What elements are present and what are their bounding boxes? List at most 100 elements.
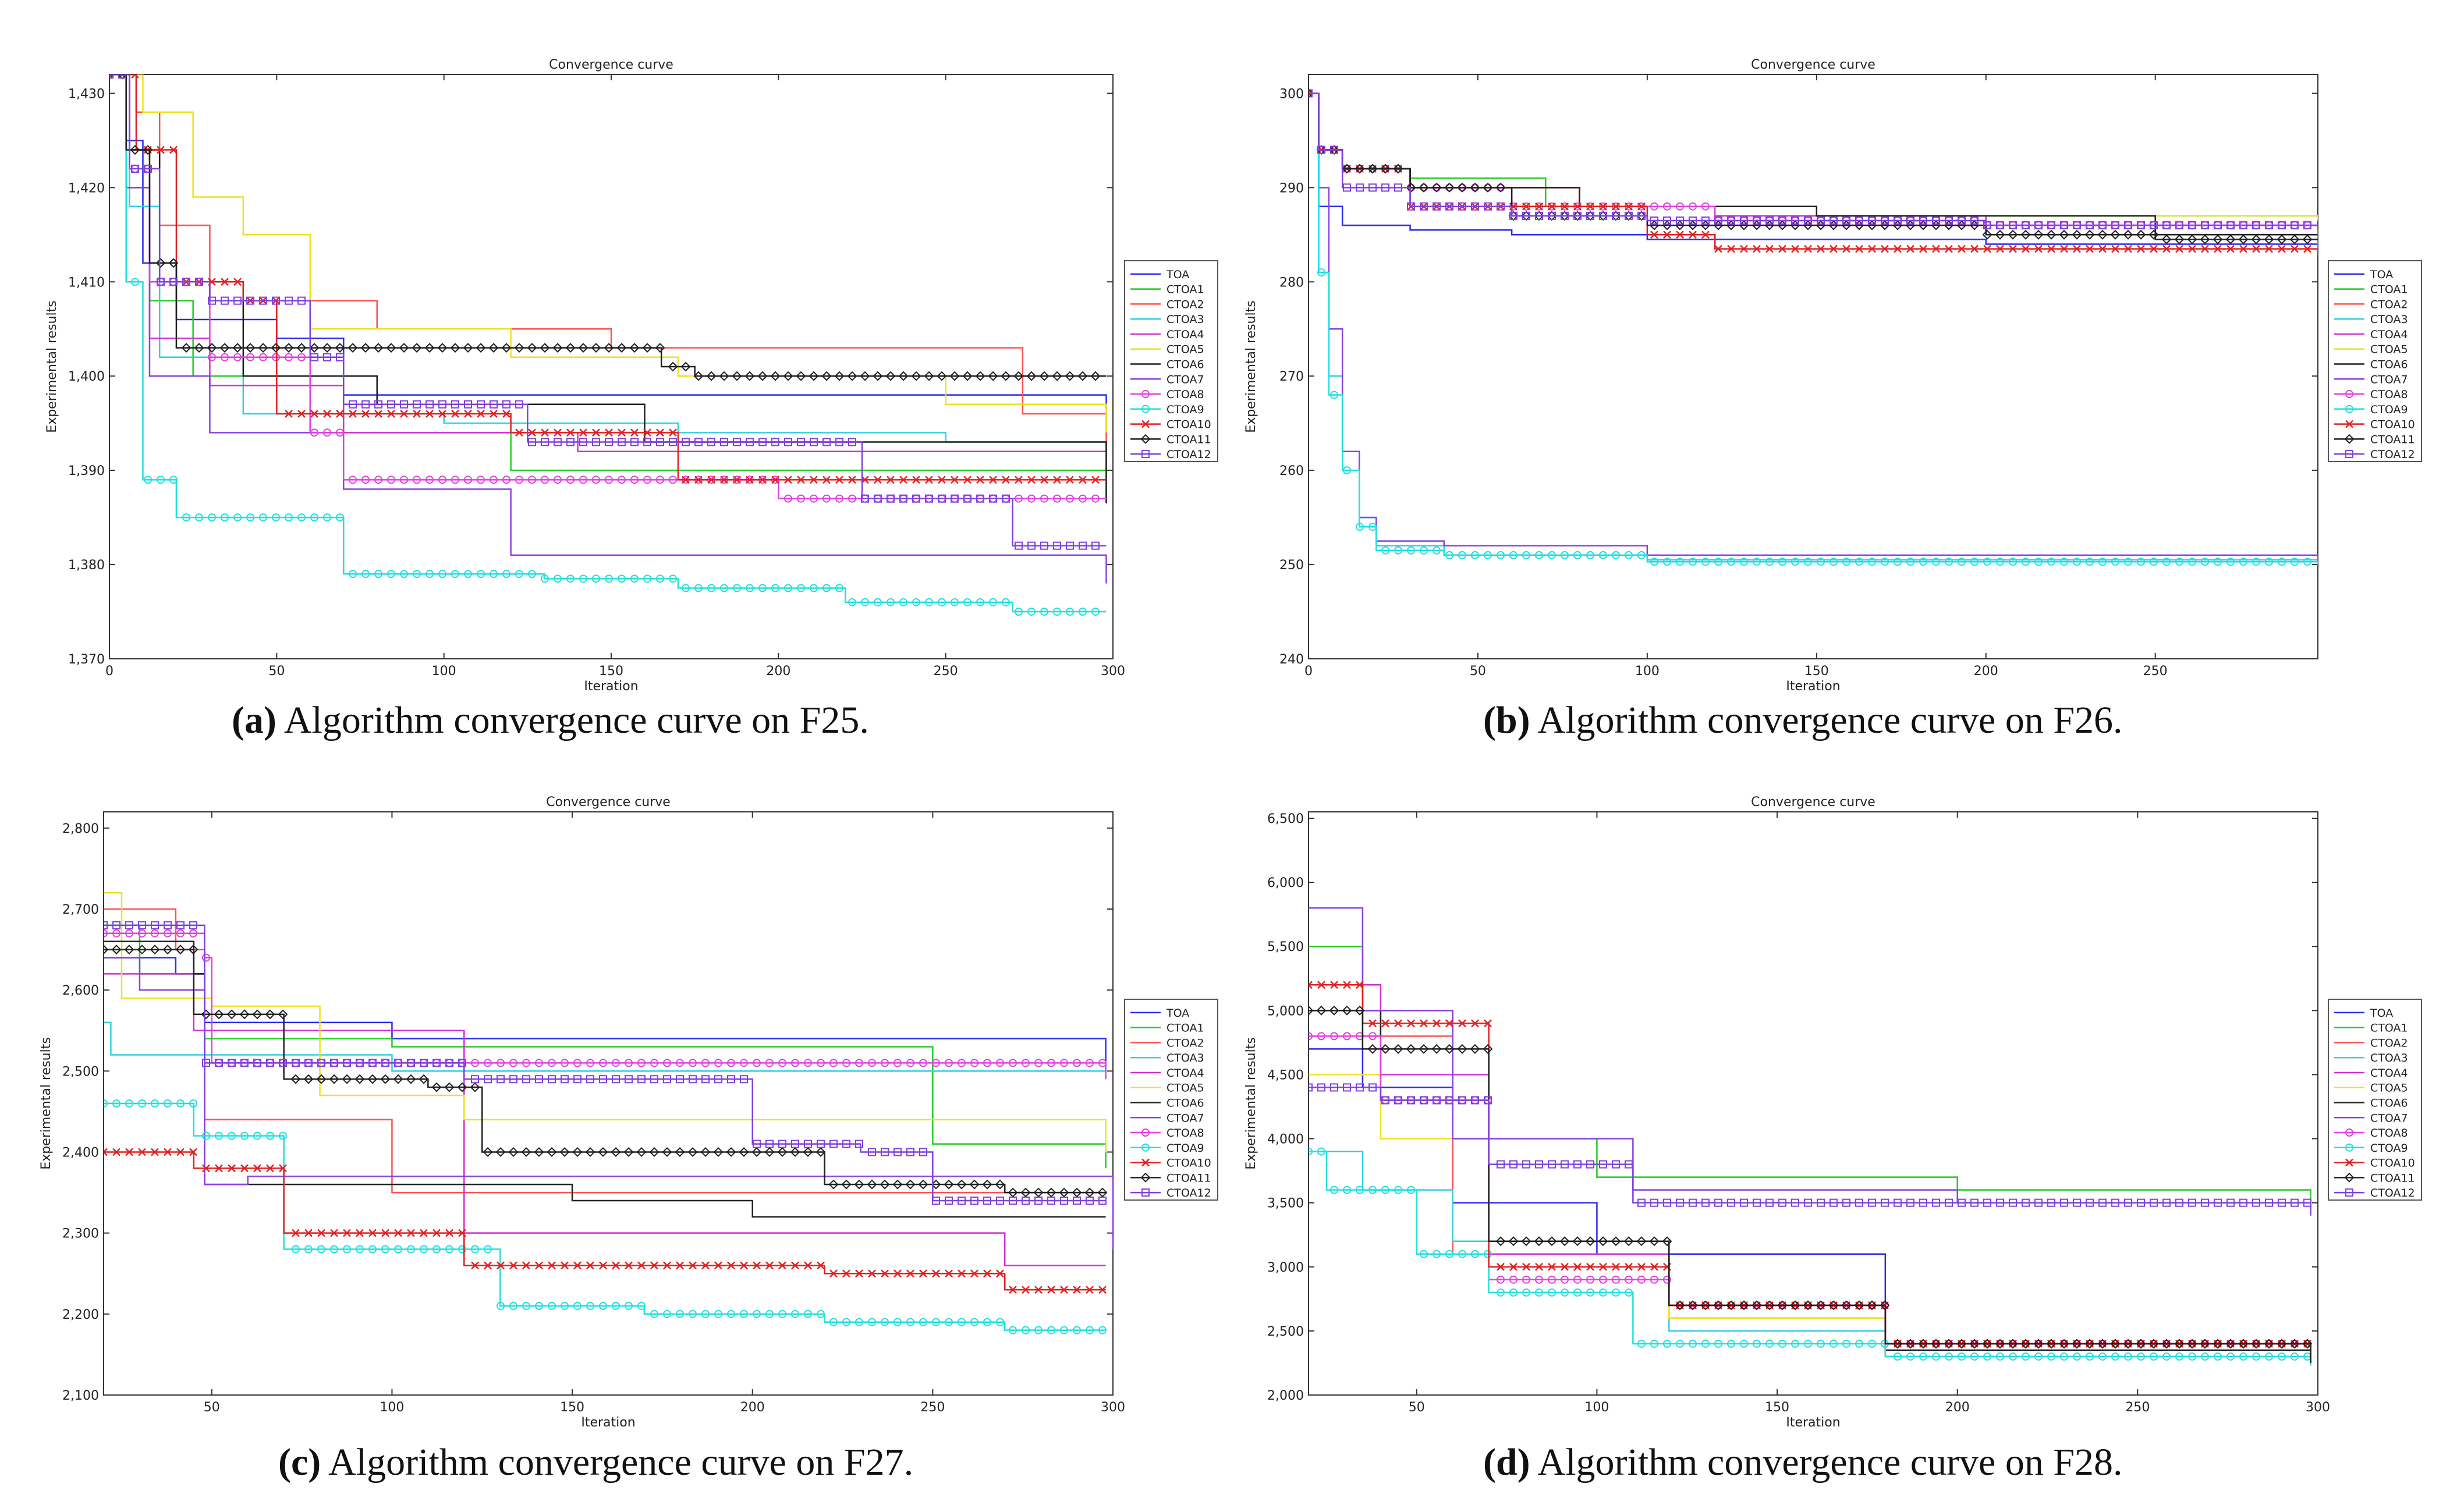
marker-ctoa11 xyxy=(662,1147,672,1157)
marker-ctoa12 xyxy=(1066,541,1074,550)
marker-ctoa12 xyxy=(1817,216,1825,225)
legend-label-ctoa11: CTOA11 xyxy=(2370,433,2415,446)
marker-ctoa10 xyxy=(215,1164,223,1173)
marker-ctoa12 xyxy=(310,353,318,361)
marker-ctoa11 xyxy=(744,371,755,381)
marker-ctoa11 xyxy=(1367,1044,1378,1054)
marker-ctoa11 xyxy=(508,1147,519,1157)
marker-ctoa10 xyxy=(368,1229,377,1237)
marker-ctoa8 xyxy=(535,1059,543,1067)
marker-ctoa11 xyxy=(1777,1300,1788,1311)
marker-ctoa12 xyxy=(1676,1198,1684,1207)
marker-ctoa11 xyxy=(444,1082,455,1092)
marker-ctoa9 xyxy=(2009,558,2017,566)
x-tick-label: 250 xyxy=(2125,1400,2150,1415)
marker-ctoa11 xyxy=(706,371,717,381)
marker-ctoa11 xyxy=(898,371,909,381)
legend-label-toa: TOA xyxy=(2370,1007,2393,1020)
marker-ctoa10 xyxy=(2214,244,2222,253)
marker-ctoa9 xyxy=(2098,558,2107,566)
marker-ctoa10 xyxy=(1040,475,1048,484)
marker-ctoa12 xyxy=(925,494,933,503)
marker-ctoa10 xyxy=(784,475,792,484)
marker-ctoa12 xyxy=(548,1075,556,1084)
marker-ctoa9 xyxy=(694,584,703,592)
marker-ctoa11 xyxy=(2200,1339,2210,1349)
marker-ctoa9 xyxy=(874,598,882,606)
marker-ctoa10 xyxy=(605,428,613,437)
marker-ctoa10 xyxy=(240,1164,249,1173)
marker-ctoa9 xyxy=(112,1099,120,1108)
series-group xyxy=(1309,88,2318,566)
marker-ctoa9 xyxy=(1842,1339,1850,1348)
marker-ctoa9 xyxy=(2111,558,2119,566)
marker-ctoa10 xyxy=(579,428,587,437)
x-tick-label: 250 xyxy=(2143,664,2168,679)
marker-ctoa10 xyxy=(1701,230,1710,239)
marker-ctoa10 xyxy=(714,1261,722,1270)
marker-ctoa11 xyxy=(770,371,781,381)
marker-ctoa9 xyxy=(970,1318,978,1326)
marker-ctoa8 xyxy=(1625,1275,1633,1284)
marker-ctoa12 xyxy=(970,1197,978,1205)
marker-ctoa9 xyxy=(561,1301,569,1310)
marker-ctoa8 xyxy=(714,1059,722,1067)
marker-ctoa10 xyxy=(1778,244,1786,253)
marker-ctoa12 xyxy=(932,1197,940,1205)
marker-ctoa12 xyxy=(2034,1198,2043,1207)
series-group xyxy=(104,892,1113,1334)
marker-ctoa9 xyxy=(765,1309,774,1318)
marker-ctoa10 xyxy=(164,1148,172,1156)
marker-ctoa12 xyxy=(1586,211,1594,220)
marker-ctoa8 xyxy=(310,428,318,437)
marker-ctoa10 xyxy=(169,145,178,154)
marker-ctoa9 xyxy=(842,1318,850,1326)
marker-ctoa11 xyxy=(1649,1236,1660,1247)
marker-ctoa12 xyxy=(1040,541,1048,550)
marker-ctoa11 xyxy=(188,945,198,954)
marker-ctoa9 xyxy=(899,598,907,606)
marker-ctoa10 xyxy=(1309,981,1313,989)
marker-ctoa9 xyxy=(2086,558,2094,566)
marker-ctoa10 xyxy=(919,1269,927,1278)
marker-ctoa9 xyxy=(1086,1326,1094,1334)
marker-ctoa10 xyxy=(1317,981,1325,989)
marker-ctoa10 xyxy=(1881,244,1889,253)
marker-ctoa12 xyxy=(1599,1160,1607,1169)
marker-ctoa8 xyxy=(1009,1059,1017,1067)
marker-ctoa12 xyxy=(2239,221,2247,230)
marker-ctoa12 xyxy=(1535,1160,1543,1169)
marker-ctoa11 xyxy=(956,1179,967,1190)
marker-ctoa11 xyxy=(1380,1044,1391,1054)
marker-ctoa10 xyxy=(1034,1286,1043,1294)
marker-ctoa12 xyxy=(1098,1197,1107,1205)
marker-ctoa11 xyxy=(700,1147,711,1157)
marker-ctoa8 xyxy=(1637,1275,1646,1284)
marker-ctoa9 xyxy=(394,1245,402,1254)
y-tick-label: 240 xyxy=(1279,652,1304,667)
marker-ctoa11 xyxy=(944,1179,954,1190)
marker-ctoa9 xyxy=(592,574,600,583)
x-tick-label: 100 xyxy=(432,664,456,679)
marker-ctoa10 xyxy=(2098,244,2107,253)
marker-ctoa11 xyxy=(937,371,947,381)
marker-ctoa11 xyxy=(841,1179,852,1190)
y-tick-label: 1,390 xyxy=(68,464,105,478)
marker-ctoa11 xyxy=(1026,371,1037,381)
marker-ctoa11 xyxy=(757,371,768,381)
marker-ctoa8 xyxy=(1034,1059,1043,1067)
marker-ctoa9 xyxy=(1753,558,1761,566)
marker-ctoa12 xyxy=(266,1059,274,1067)
legend-label-toa: TOA xyxy=(1166,1007,1189,1020)
marker-ctoa12 xyxy=(1932,216,1940,225)
marker-ctoa11 xyxy=(1764,1300,1775,1311)
marker-ctoa9 xyxy=(361,570,370,578)
marker-ctoa11 xyxy=(623,1147,634,1157)
marker-ctoa11 xyxy=(1572,1236,1583,1247)
marker-ctoa10 xyxy=(1625,202,1633,211)
marker-ctoa12 xyxy=(906,1148,914,1156)
marker-ctoa11 xyxy=(949,371,960,381)
marker-ctoa12 xyxy=(612,1075,620,1084)
marker-ctoa8 xyxy=(1663,1275,1671,1284)
marker-ctoa9 xyxy=(958,1318,966,1326)
